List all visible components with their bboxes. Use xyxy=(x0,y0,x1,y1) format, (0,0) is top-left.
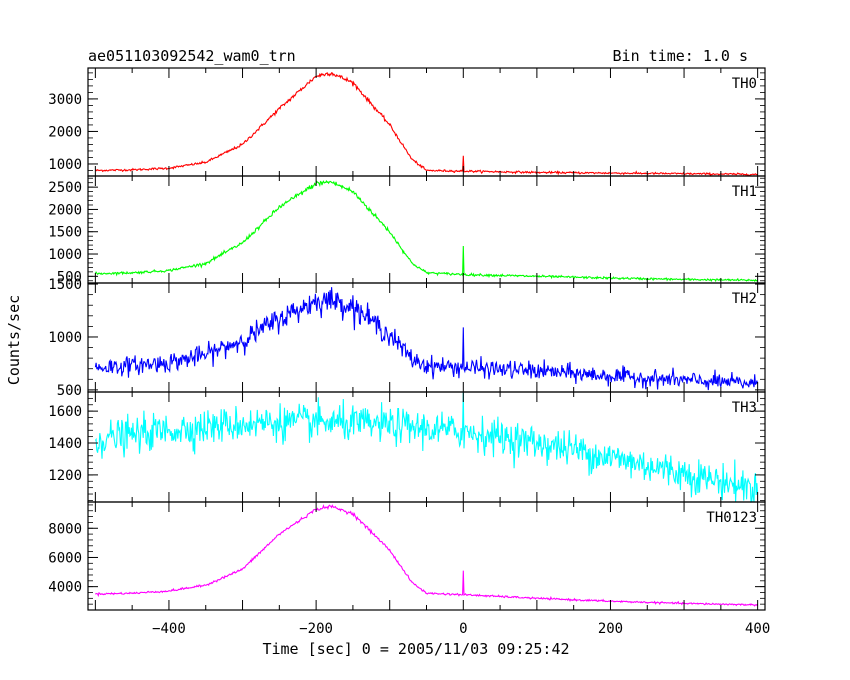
x-tick-label: −200 xyxy=(299,621,333,637)
x-tick-label: 200 xyxy=(598,621,623,637)
y-tick-label: 3000 xyxy=(48,92,82,108)
panel-label: TH3 xyxy=(732,400,757,416)
y-tick-label: 4000 xyxy=(48,580,82,596)
y-tick-label: 2500 xyxy=(48,180,82,196)
y-tick-label: 500 xyxy=(57,383,82,399)
panel-frame xyxy=(87,282,766,393)
bin-time-label: Bin time: 1.0 s xyxy=(613,47,748,65)
light-curve-th2 xyxy=(94,287,759,391)
panel-th0: 1000 2000 3000 TH0 xyxy=(48,67,766,177)
y-tick-label: 6000 xyxy=(48,550,82,566)
y-tick-label: 1500 xyxy=(48,277,82,293)
x-tick-label: 400 xyxy=(745,621,770,637)
y-tick-label: 1600 xyxy=(48,404,82,420)
y-tick-label: 500 xyxy=(57,269,82,285)
panel-th2: 500 1000 1500 TH2 xyxy=(48,277,766,399)
y-tick-label: 1400 xyxy=(48,436,82,452)
y-tick-label: 2000 xyxy=(48,124,82,140)
panel-label: TH1 xyxy=(732,184,757,200)
panel-frame xyxy=(87,175,766,284)
light-curve-th1 xyxy=(94,180,758,283)
panel-th1: 500 1000 1500 2000 2500 TH1 xyxy=(48,175,766,285)
y-tick-label: 1200 xyxy=(48,468,82,484)
x-axis: −400 −200 0 200 400 xyxy=(152,621,770,637)
x-axis-label: Time [sec] 0 = 2005/11/03 09:25:42 xyxy=(262,640,569,658)
y-axis-label: Counts/sec xyxy=(5,295,23,385)
y-tick-label: 2000 xyxy=(48,202,82,218)
panel-frame xyxy=(87,391,766,503)
light-curve-th0 xyxy=(95,71,758,177)
panel-label: TH2 xyxy=(732,291,757,307)
panel-th3: 1200 1400 1600 TH3 xyxy=(48,391,766,503)
y-tick-label: 1000 xyxy=(48,247,82,263)
y-tick-label: 8000 xyxy=(48,521,82,537)
panel-frame xyxy=(87,67,766,177)
panel-label: TH0 xyxy=(732,76,757,92)
panel-th0123: 4000 6000 8000 TH0123 xyxy=(48,501,766,611)
light-curve-th3 xyxy=(94,391,759,503)
x-tick-label: −400 xyxy=(152,621,186,637)
y-tick-label: 1500 xyxy=(48,225,82,241)
y-tick-label: 1000 xyxy=(48,330,82,346)
y-tick-label: 1000 xyxy=(48,157,82,173)
figure-title: ae051103092542_wam0_trn xyxy=(88,47,296,65)
panel-label: TH0123 xyxy=(706,510,757,526)
light-curve-th0123 xyxy=(94,504,759,607)
x-tick-label: 0 xyxy=(459,621,467,637)
